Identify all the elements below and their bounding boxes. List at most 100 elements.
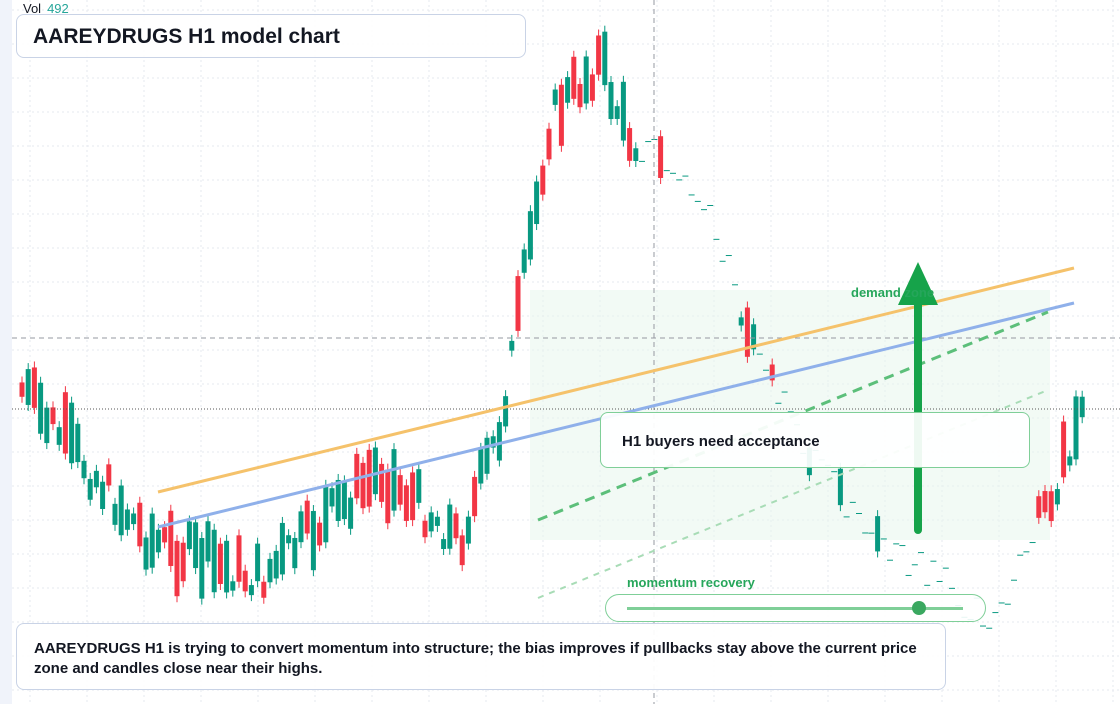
- candle-body: [441, 539, 447, 549]
- candle-body: [242, 570, 248, 592]
- candle-body: [366, 449, 372, 507]
- candle-body: [131, 513, 137, 525]
- callout-text: H1 buyers need acceptance: [622, 433, 820, 450]
- callout-box: H1 buyers need acceptance: [600, 412, 1030, 468]
- candle-body: [106, 464, 112, 486]
- candle-body: [168, 510, 174, 566]
- candle-body: [527, 211, 533, 260]
- candle-body: [496, 422, 502, 461]
- candle-body: [44, 407, 50, 444]
- candle-body: [100, 481, 106, 509]
- candle-body: [614, 106, 620, 119]
- candle-body: [571, 56, 577, 99]
- candle-body: [478, 448, 484, 484]
- candle-body: [416, 469, 422, 503]
- candles: [19, 25, 1085, 629]
- candle-body: [540, 165, 546, 195]
- candle-body: [1079, 396, 1085, 418]
- candle-body: [199, 538, 205, 599]
- candle-body: [658, 136, 664, 178]
- candle-body: [1073, 396, 1079, 460]
- candle-body: [509, 340, 515, 351]
- candle-body: [521, 249, 527, 273]
- candle-body: [372, 447, 378, 495]
- candle-body: [186, 521, 192, 550]
- candle-body: [261, 581, 267, 598]
- momentum-box: [605, 594, 986, 622]
- candle-body: [360, 462, 366, 509]
- candle-body: [447, 504, 453, 549]
- candle-body: [143, 537, 149, 570]
- candle-body: [490, 436, 496, 448]
- candle-body: [69, 402, 75, 464]
- candle-body: [558, 84, 564, 146]
- candle-body: [1048, 491, 1054, 522]
- candle-body: [236, 535, 242, 582]
- zone-label: demand zone: [851, 285, 935, 300]
- candle-body: [31, 367, 37, 408]
- momentum-label: momentum recovery: [627, 575, 755, 590]
- candle-body: [255, 543, 261, 582]
- candle-body: [534, 181, 540, 225]
- candle-body: [515, 276, 521, 331]
- candle-body: [329, 488, 335, 507]
- candle-body: [87, 478, 93, 500]
- candle-body: [459, 535, 465, 566]
- candle-body: [304, 500, 310, 534]
- candle-body: [354, 453, 360, 499]
- candle-body: [428, 512, 434, 532]
- title-box: AAREYDRUGS H1 model chart: [16, 14, 526, 58]
- candle-body: [180, 542, 186, 582]
- candle-body: [434, 516, 440, 526]
- left-rail: [0, 0, 12, 704]
- vol-label: Vol: [23, 1, 42, 16]
- candle-body: [627, 128, 633, 161]
- candle-body: [174, 540, 180, 597]
- candle-body: [552, 89, 558, 105]
- candle-body: [633, 148, 639, 162]
- candle-body: [589, 74, 595, 101]
- candle-body: [620, 81, 626, 141]
- arrow-head: [898, 262, 938, 305]
- candle-body: [81, 460, 87, 479]
- candle-body: [379, 463, 385, 502]
- candle-body: [608, 82, 614, 120]
- candle-body: [217, 543, 223, 585]
- candle-body: [769, 364, 775, 381]
- candle-body: [317, 522, 323, 546]
- candle-body: [38, 382, 44, 434]
- candle-body: [1061, 421, 1067, 478]
- candle-body: [118, 485, 124, 536]
- candle-body: [348, 497, 354, 529]
- candle-body: [50, 407, 56, 425]
- candle-body: [286, 535, 292, 544]
- candle-body: [224, 540, 230, 593]
- candle-body: [323, 485, 329, 543]
- candle-body: [310, 511, 316, 571]
- candle-body: [267, 558, 273, 583]
- candle-body: [465, 516, 471, 544]
- title: AAREYDRUGS H1 model chart: [33, 25, 340, 48]
- candle-body: [410, 472, 416, 521]
- candle-body: [472, 476, 478, 517]
- candle-body: [75, 423, 81, 463]
- candle-body: [1054, 489, 1060, 505]
- candle-body: [211, 529, 217, 593]
- candle-body: [273, 550, 279, 579]
- candle-body: [1036, 496, 1042, 518]
- candle-body: [205, 521, 211, 562]
- candle-body: [1042, 491, 1048, 513]
- candle-body: [112, 503, 118, 525]
- candle-body: [149, 513, 155, 568]
- candle-body: [385, 469, 391, 524]
- candle-body: [397, 475, 403, 505]
- candle-body: [484, 437, 490, 474]
- candle-body: [292, 537, 298, 569]
- candle-body: [162, 527, 168, 543]
- candle-body: [565, 77, 571, 103]
- candle-body: [602, 31, 608, 86]
- candle-body: [546, 128, 552, 160]
- candle-body: [503, 396, 509, 427]
- description-box: AAREYDRUGS H1 is trying to convert momen…: [16, 623, 946, 690]
